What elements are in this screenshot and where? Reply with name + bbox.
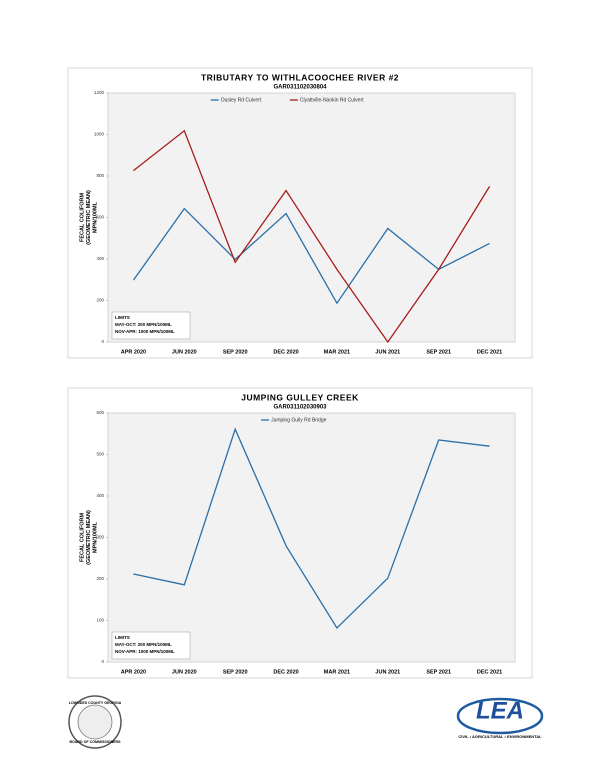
y-tick-label: 500 (96, 452, 104, 457)
seal-inner (77, 704, 113, 740)
annotation-box (111, 631, 191, 660)
legend-label: Ousley Rd Culvert (221, 97, 262, 103)
x-tick-label: APR 2020 (121, 349, 146, 355)
series-line (133, 427, 490, 630)
y-tick-label: 300 (96, 535, 104, 540)
annotation: MAY-OCT: 200 MPN/100ML (115, 642, 172, 647)
annotation: LIMITS (115, 635, 130, 640)
y-axis-label: FECAL COLIFORM (79, 193, 85, 243)
x-tick-label: MAR 2021 (324, 669, 350, 675)
y-tick-label: 0 (101, 659, 104, 664)
x-tick-label: SEP 2021 (426, 349, 451, 355)
chart-subtitle: GAR031102030804 (273, 85, 327, 91)
chart: JUMPING GULLEY CREEK GAR031102030903 0 100 2… (67, 387, 533, 679)
y-tick-label: 200 (96, 298, 104, 303)
y-tick-label: 1200 (94, 90, 105, 95)
seal-text: LOWNDES COUNTY GEORGIA (69, 701, 122, 705)
x-tick-label: JUN 2021 (375, 669, 400, 675)
x-tick-label: SEP 2020 (223, 349, 248, 355)
y-tick-label: 400 (96, 256, 104, 261)
annotation: MAY-OCT: 200 MPN/100ML (115, 322, 172, 327)
x-tick-label: SEP 2020 (223, 669, 248, 675)
y-tick-label: 600 (96, 410, 104, 415)
chart-title: JUMPING GULLEY CREEK (241, 392, 359, 402)
x-tick-label: DEC 2020 (273, 669, 298, 675)
annotation: NOV-APR: 1000 MPN/100ML (115, 649, 175, 654)
lea-logo: LEA CIVIL • AGRICULTURAL • ENVIRONMENTAL (456, 697, 544, 739)
y-tick-label: 600 (96, 215, 104, 220)
seal-text: BOARD OF COMMISSIONERS (69, 740, 121, 744)
x-tick-label: DEC 2020 (273, 349, 298, 355)
chart-title: TRIBUTARY TO WITHLACOOCHEE RIVER #2 (201, 72, 399, 82)
seal-logo: LOWNDES COUNTY GEORGIA BOARD OF COMMISSI… (68, 695, 122, 749)
x-tick-label: JUN 2020 (172, 669, 197, 675)
x-tick-label: DEC 2021 (477, 349, 502, 355)
plot-area (107, 92, 516, 343)
series-line (133, 129, 491, 344)
legend-label: Clyattville-Nankin Rd Culvert (300, 97, 364, 103)
y-axis-label: MPN/100ML (92, 201, 98, 233)
y-tick-label: 100 (96, 618, 104, 623)
y-axis-label: FECAL COLIFORM (79, 513, 85, 563)
y-axis-label: (GEOMETRIC MEAN) (86, 510, 92, 565)
y-axis-label: (GEOMETRIC MEAN) (86, 190, 92, 245)
y-tick-label: 0 (101, 339, 104, 344)
y-tick-label: 800 (96, 173, 104, 178)
series-line (132, 207, 490, 305)
x-tick-label: JUN 2021 (375, 349, 400, 355)
x-tick-label: DEC 2021 (477, 669, 502, 675)
y-tick-label: 1000 (94, 132, 105, 137)
lea-swoosh (456, 697, 544, 735)
x-tick-label: MAR 2021 (324, 349, 350, 355)
annotation: NOV-APR: 1000 MPN/100ML (115, 329, 175, 334)
annotation-box (111, 311, 191, 340)
chart: TRIBUTARY TO WITHLACOOCHEE RIVER #2 GAR03… (67, 67, 533, 359)
x-tick-label: SEP 2021 (426, 669, 451, 675)
annotation: LIMITS (115, 315, 130, 320)
y-axis-label: MPN/100ML (92, 521, 98, 553)
y-tick-label: 400 (96, 493, 104, 498)
lea-tagline: CIVIL • AGRICULTURAL • ENVIRONMENTAL (458, 734, 542, 739)
y-tick-label: 200 (96, 576, 104, 581)
chart-subtitle: GAR031102030903 (273, 405, 327, 411)
plot-area (107, 412, 516, 663)
x-tick-label: APR 2020 (121, 669, 146, 675)
lea-wordmark: LEA (476, 697, 524, 724)
x-tick-label: JUN 2020 (172, 349, 197, 355)
legend-label: Jumping Gully Rd Bridge (271, 417, 327, 423)
